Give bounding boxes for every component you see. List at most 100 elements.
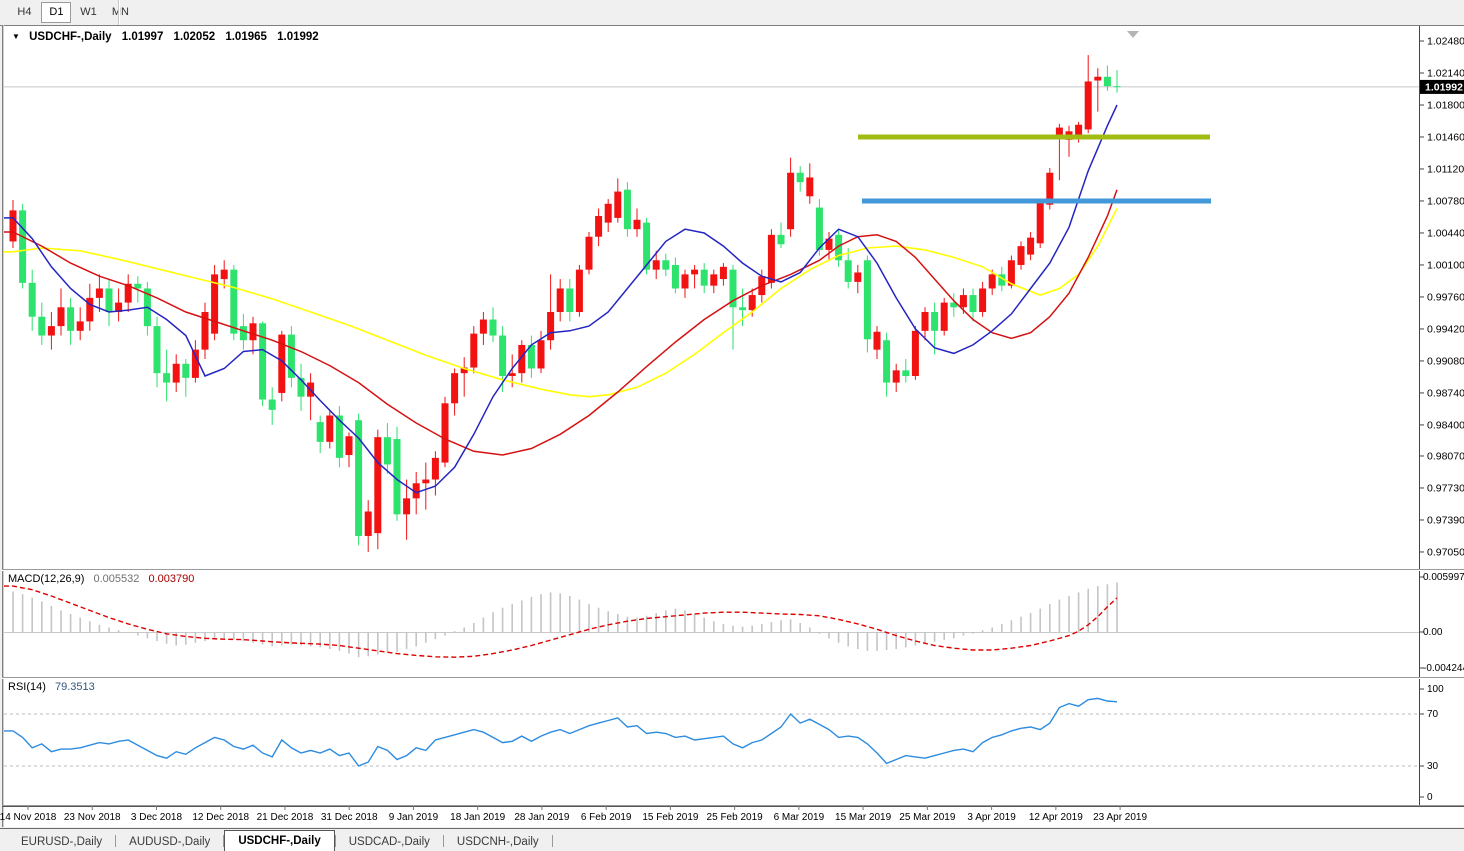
candle (787, 172, 795, 230)
candle (979, 288, 987, 313)
candle (585, 236, 593, 270)
macd-panel[interactable] (4, 582, 1419, 658)
candle (931, 312, 939, 331)
candle (1017, 246, 1025, 265)
candle (115, 302, 123, 313)
svg-text:3 Dec 2018: 3 Dec 2018 (131, 812, 183, 823)
svg-text:25 Feb 2019: 25 Feb 2019 (707, 812, 764, 823)
timeframe-button-w1[interactable]: W1 (80, 6, 97, 18)
candle (777, 234, 785, 245)
candle (86, 297, 94, 322)
candle (278, 334, 286, 393)
timeframe-toolbar: H4 D1 W1 MN (0, 0, 1464, 25)
svg-text:1.00780: 1.00780 (1427, 195, 1464, 207)
macd-indicator-label: MACD(12,26,9) 0.005532 0.003790 (8, 573, 194, 585)
svg-text:23 Apr 2019: 23 Apr 2019 (1093, 812, 1147, 823)
candle (566, 288, 574, 313)
rsi-value: 79.3513 (54, 681, 95, 693)
tab-eurusd-daily[interactable]: EURUSD-,Daily (21, 836, 103, 848)
rsi-indicator-label: RSI(14) 79.3513 (8, 681, 95, 693)
current-price-tag (1420, 79, 1464, 94)
svg-text:0.97050: 0.97050 (1427, 546, 1464, 558)
timeframe-button-h4[interactable]: H4 (17, 6, 32, 18)
chart-title: ▼ USDCHF-,Daily 1.01997 1.02052 1.01965 … (12, 31, 319, 43)
candle (441, 403, 449, 463)
candle (201, 312, 209, 350)
candle (527, 344, 535, 369)
svg-text:12 Dec 2018: 12 Dec 2018 (192, 812, 249, 823)
candle (105, 288, 113, 313)
rsi-panel[interactable] (4, 697, 1419, 767)
svg-text:28 Jan 2019: 28 Jan 2019 (514, 812, 569, 823)
candle (825, 238, 833, 250)
svg-text:1.02140: 1.02140 (1427, 67, 1464, 79)
svg-text:9 Jan 2019: 9 Jan 2019 (389, 812, 439, 823)
svg-text:1.00100: 1.00100 (1427, 259, 1464, 271)
candle (172, 363, 180, 383)
candle (883, 340, 891, 383)
svg-text:6 Feb 2019: 6 Feb 2019 (581, 812, 632, 823)
timeframe-button-mn[interactable]: MN (111, 6, 129, 18)
candle (335, 415, 343, 458)
svg-text:3 Apr 2019: 3 Apr 2019 (967, 812, 1016, 823)
tab-usdcnh-daily[interactable]: USDCNH-,Daily (456, 836, 539, 848)
candle (1055, 127, 1063, 137)
svg-text:25 Mar 2019: 25 Mar 2019 (899, 812, 956, 823)
svg-text:6 Mar 2019: 6 Mar 2019 (774, 812, 825, 823)
candle (412, 483, 420, 499)
svg-text:0.98400: 0.98400 (1427, 419, 1464, 431)
candle (643, 222, 651, 270)
svg-text:30: 30 (1427, 761, 1439, 772)
candle (1103, 76, 1111, 87)
candle (38, 316, 46, 336)
svg-text:21 Dec 2018: 21 Dec 2018 (257, 812, 314, 823)
tab-audusd-daily[interactable]: AUDUSD-,Daily (129, 836, 211, 848)
candle (153, 326, 161, 374)
svg-text:23 Nov 2018: 23 Nov 2018 (64, 812, 121, 823)
svg-text:1.00440: 1.00440 (1427, 227, 1464, 239)
candle (268, 399, 276, 410)
candle (67, 307, 75, 331)
svg-text:1.01800: 1.01800 (1427, 99, 1464, 111)
candle (19, 210, 27, 283)
candle (950, 302, 958, 308)
scroll-end-icon[interactable] (1127, 31, 1139, 38)
dropdown-triangle-icon[interactable]: ▼ (12, 32, 20, 41)
candle (556, 288, 564, 313)
ohlc-open: 1.01997 (121, 31, 164, 43)
symbol-tab-bar: EURUSD-,Daily AUDUSD-,Daily USDCHF-,Daily U… (0, 828, 1464, 851)
macd-name: MACD(12,26,9) (8, 573, 85, 585)
toolbar-separator (118, 0, 120, 25)
candle (1075, 124, 1083, 137)
svg-text:0.98740: 0.98740 (1427, 387, 1464, 399)
tab-separator (442, 834, 444, 847)
candle (844, 260, 852, 282)
candle (681, 274, 689, 289)
candle (1094, 76, 1102, 81)
svg-text:-0.004244: -0.004244 (1423, 663, 1464, 674)
timeframe-button-d1[interactable]: D1 (41, 2, 72, 23)
candle (671, 264, 679, 289)
candle (767, 234, 775, 283)
candle (364, 511, 372, 536)
svg-text:0.97730: 0.97730 (1427, 482, 1464, 494)
tab-usdchf-daily[interactable]: USDCHF-,Daily (224, 830, 335, 851)
svg-text:0: 0 (1427, 792, 1433, 803)
time-axis[interactable]: 14 Nov 2018 23 Nov 2018 3 Dec 2018 12 Dec 2… (0, 806, 1464, 823)
candle (326, 415, 334, 442)
svg-text:1.01992: 1.01992 (1425, 81, 1463, 93)
candle (211, 274, 219, 334)
svg-text:1.02480: 1.02480 (1427, 36, 1464, 48)
price-panel[interactable] (4, 55, 1419, 552)
candle (124, 283, 132, 303)
candle (374, 437, 382, 534)
candle (403, 498, 411, 515)
price-axis[interactable]: 1.02480 1.02140 1.01800 1.01460 1.01120 1.007… (1419, 26, 1464, 806)
tab-separator (115, 834, 117, 847)
candle (652, 260, 660, 270)
candle (9, 210, 17, 242)
tab-usdcad-daily[interactable]: USDCAD-,Daily (348, 836, 430, 848)
candle (902, 370, 910, 376)
